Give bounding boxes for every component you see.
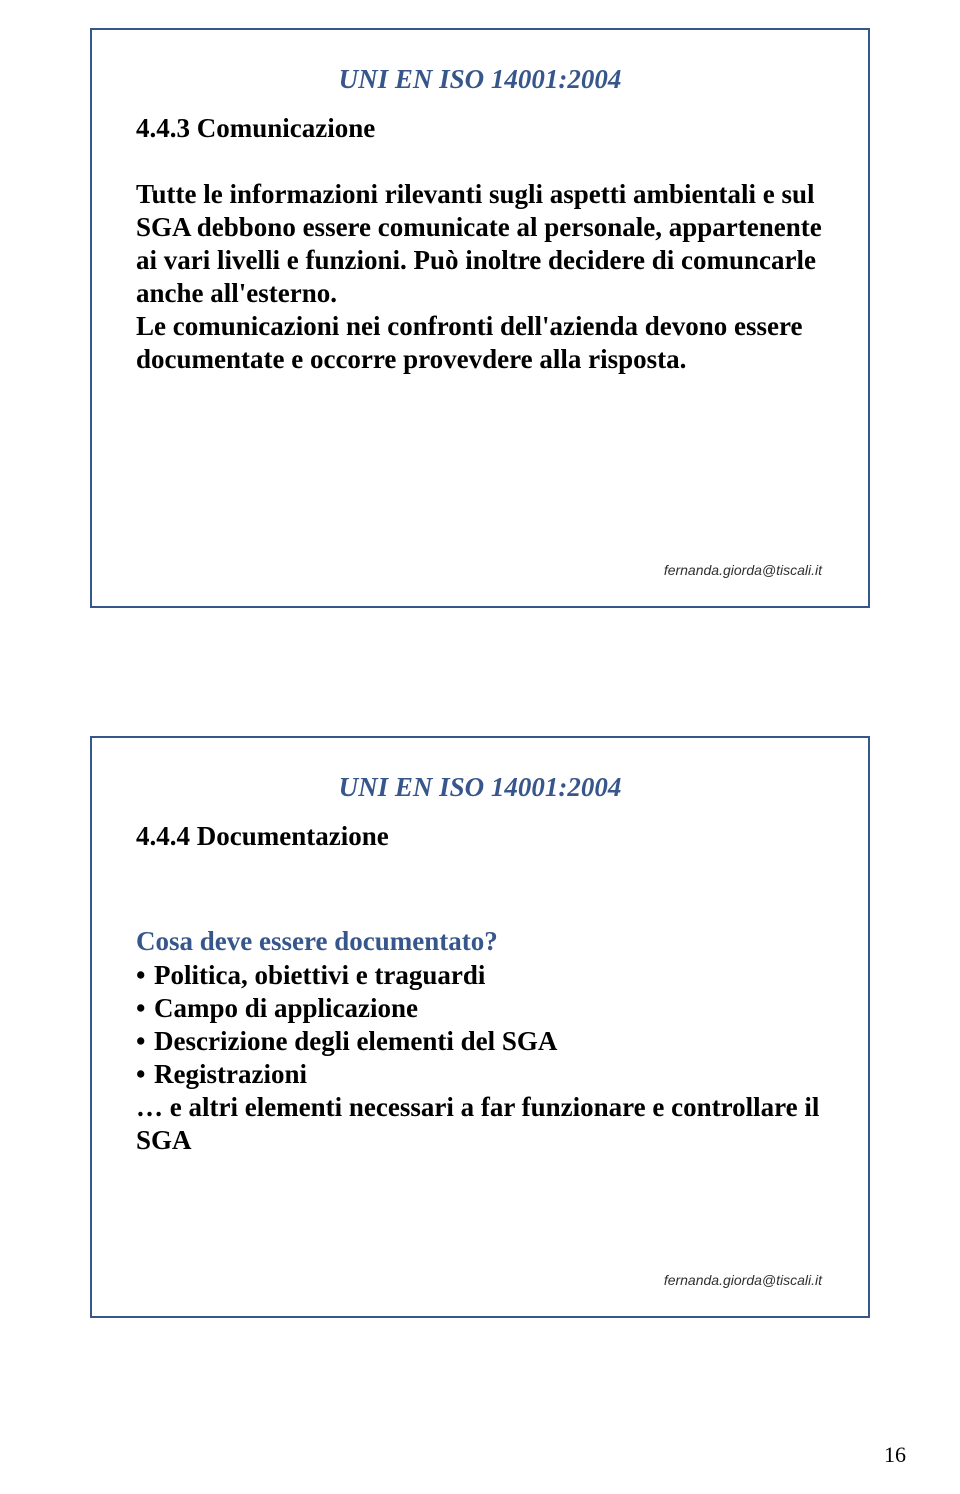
page: UNI EN ISO 14001:2004 4.4.3 Comunicazion… bbox=[0, 0, 960, 1494]
list-item-label: Campo di applicazione bbox=[154, 992, 824, 1025]
trailing-text: … e altri elementi necessari a far funzi… bbox=[136, 1091, 824, 1157]
body-text: Tutte le informazioni rilevanti sugli as… bbox=[136, 178, 824, 376]
list-item: • Campo di applicazione bbox=[136, 992, 824, 1025]
section-title: 4.4.4 Documentazione bbox=[136, 821, 824, 852]
bullet-dot: • bbox=[136, 992, 154, 1025]
footer-email: fernanda.giorda@tiscali.it bbox=[664, 562, 822, 578]
question-heading: Cosa deve essere documentato? bbox=[136, 926, 824, 957]
iso-label: UNI EN ISO 14001:2004 bbox=[136, 64, 824, 95]
paragraph-1: Tutte le informazioni rilevanti sugli as… bbox=[136, 178, 824, 310]
footer-email: fernanda.giorda@tiscali.it bbox=[664, 1272, 822, 1288]
page-number: 16 bbox=[884, 1442, 906, 1468]
bullet-dot: • bbox=[136, 1058, 154, 1091]
list-item: • Politica, obiettivi e traguardi bbox=[136, 959, 824, 992]
iso-label: UNI EN ISO 14001:2004 bbox=[136, 772, 824, 803]
slide-1-frame: UNI EN ISO 14001:2004 4.4.3 Comunicazion… bbox=[90, 28, 870, 608]
spacer bbox=[136, 886, 824, 926]
list-item-label: Descrizione degli elementi del SGA bbox=[154, 1025, 824, 1058]
bullet-dot: • bbox=[136, 959, 154, 992]
list-item: • Descrizione degli elementi del SGA bbox=[136, 1025, 824, 1058]
paragraph-2: Le comunicazioni nei confronti dell'azie… bbox=[136, 310, 824, 376]
section-title: 4.4.3 Comunicazione bbox=[136, 113, 824, 144]
list-item: • Registrazioni bbox=[136, 1058, 824, 1091]
bullet-dot: • bbox=[136, 1025, 154, 1058]
list-item-label: Registrazioni bbox=[154, 1058, 824, 1091]
list-item-label: Politica, obiettivi e traguardi bbox=[154, 959, 824, 992]
bullet-list: • Politica, obiettivi e traguardi • Camp… bbox=[136, 959, 824, 1091]
slide-2-frame: UNI EN ISO 14001:2004 4.4.4 Documentazio… bbox=[90, 736, 870, 1318]
